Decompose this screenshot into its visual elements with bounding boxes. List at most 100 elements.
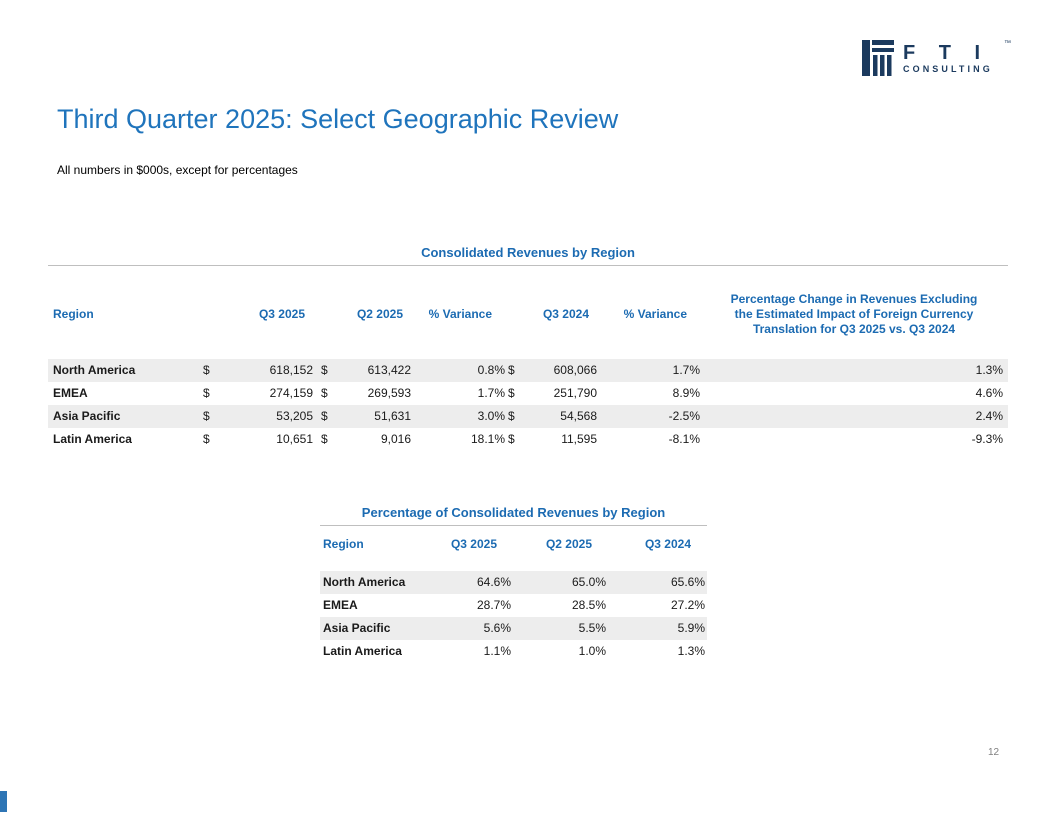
fti-logo: F T I ™ CONSULTING bbox=[862, 40, 1012, 80]
footer-accent-bar bbox=[0, 791, 7, 812]
q2-2025-cell: $51,631 bbox=[318, 405, 416, 428]
page-number: 12 bbox=[988, 747, 1000, 758]
q2-2025-cell: $269,593 bbox=[318, 382, 416, 405]
table-title: Consolidated Revenues by Region bbox=[48, 243, 1008, 266]
table-row: Asia Pacific 5.6% 5.5% 5.9% bbox=[320, 617, 707, 640]
q2-2025-cell: $9,016 bbox=[318, 428, 416, 451]
column-header-q2-2025: Q2 2025 bbox=[356, 306, 403, 321]
percentage-revenues-table: Percentage of Consolidated Revenues by R… bbox=[320, 503, 707, 663]
value: 54,568 bbox=[560, 409, 597, 423]
region-cell: Latin America bbox=[323, 644, 402, 658]
q3-2024-cell: 5.9% bbox=[677, 621, 705, 635]
column-header-q3-2025: Q3 2025 bbox=[258, 306, 305, 321]
variance-q2-cell: 0.8% bbox=[477, 363, 505, 377]
fti-letters: F T I bbox=[903, 42, 990, 64]
q3-2025-cell: $53,205 bbox=[200, 405, 318, 428]
table-row: Latin America $10,651 $9,016 18.1% $11,5… bbox=[48, 428, 1008, 451]
variance-q3-2024-cell: 1.7% bbox=[672, 363, 700, 377]
q3-2025-cell: $618,152 bbox=[200, 359, 318, 382]
q3-2024-cell: $608,066 bbox=[505, 359, 602, 382]
value: 10,651 bbox=[276, 432, 313, 446]
variance-q2-cell: 18.1% bbox=[470, 432, 505, 446]
table-header-row: Region Q3 2025 Q2 2025 % Variance Q3 202… bbox=[48, 282, 1008, 346]
q3-2024-cell: 65.6% bbox=[670, 575, 705, 589]
currency-symbol: $ bbox=[321, 432, 328, 446]
q2-2025-cell: 5.5% bbox=[578, 621, 606, 635]
currency-symbol: $ bbox=[321, 409, 328, 423]
q2-2025-cell: $613,422 bbox=[318, 359, 416, 382]
currency-symbol: $ bbox=[203, 432, 210, 446]
region-cell: EMEA bbox=[323, 598, 358, 612]
table-row: Latin America 1.1% 1.0% 1.3% bbox=[320, 640, 707, 663]
value: 274,159 bbox=[269, 386, 313, 400]
fx-change-cell: 2.4% bbox=[975, 409, 1003, 423]
currency-symbol: $ bbox=[203, 386, 210, 400]
value: 9,016 bbox=[380, 432, 411, 446]
column-header-variance-q3-2024: % Variance bbox=[623, 306, 687, 321]
column-header-fx-change: Percentage Change in Revenues Excluding … bbox=[730, 291, 978, 336]
q3-2024-cell: $54,568 bbox=[505, 405, 602, 428]
fti-columns-icon bbox=[862, 40, 894, 76]
q2-2025-cell: 28.5% bbox=[571, 598, 606, 612]
table-row: North America $618,152 $613,422 0.8% $60… bbox=[48, 359, 1008, 382]
table-row: Asia Pacific $53,205 $51,631 3.0% $54,56… bbox=[48, 405, 1008, 428]
variance-q3-2024-cell: -8.1% bbox=[668, 432, 700, 446]
value: 251,790 bbox=[553, 386, 597, 400]
column-header-region: Region bbox=[53, 306, 94, 321]
currency-symbol: $ bbox=[508, 409, 515, 423]
table-title: Percentage of Consolidated Revenues by R… bbox=[320, 503, 707, 526]
currency-symbol: $ bbox=[203, 363, 210, 377]
fx-change-cell: 1.3% bbox=[975, 363, 1003, 377]
q3-2025-cell: $10,651 bbox=[200, 428, 318, 451]
region-cell: North America bbox=[323, 575, 406, 589]
column-header-q3-2024: Q3 2024 bbox=[644, 537, 691, 551]
q3-2024-cell: $251,790 bbox=[505, 382, 602, 405]
slide-subtitle: All numbers in $000s, except for percent… bbox=[57, 163, 298, 177]
currency-symbol: $ bbox=[321, 386, 328, 400]
consolidated-revenues-table: Consolidated Revenues by Region Region Q… bbox=[48, 243, 1008, 451]
q3-2024-cell: $11,595 bbox=[505, 428, 602, 451]
currency-symbol: $ bbox=[321, 363, 328, 377]
currency-symbol: $ bbox=[508, 386, 515, 400]
value: 608,066 bbox=[553, 363, 597, 377]
value: 11,595 bbox=[561, 432, 597, 446]
column-header-variance-q2: % Variance bbox=[428, 306, 492, 321]
column-header-q2-2025: Q2 2025 bbox=[545, 537, 592, 551]
q2-2025-cell: 1.0% bbox=[578, 644, 606, 658]
column-header-q3-2025: Q3 2025 bbox=[450, 537, 497, 551]
q3-2025-cell: $274,159 bbox=[200, 382, 318, 405]
fti-logo-text: F T I ™ CONSULTING bbox=[903, 40, 1011, 75]
table-body: North America 64.6% 65.0% 65.6% EMEA 28.… bbox=[320, 571, 707, 663]
fx-change-cell: 4.6% bbox=[975, 386, 1003, 400]
value: 51,631 bbox=[374, 409, 411, 423]
column-header-q3-2024: Q3 2024 bbox=[542, 306, 589, 321]
region-cell: Asia Pacific bbox=[323, 621, 391, 635]
currency-symbol: $ bbox=[508, 363, 515, 377]
column-header-region: Region bbox=[323, 537, 364, 551]
table-body: North America $618,152 $613,422 0.8% $60… bbox=[48, 359, 1008, 451]
region-cell: EMEA bbox=[53, 386, 88, 400]
currency-symbol: $ bbox=[508, 432, 515, 446]
region-cell: North America bbox=[53, 363, 136, 377]
q3-2025-cell: 1.1% bbox=[483, 644, 511, 658]
table-row: EMEA 28.7% 28.5% 27.2% bbox=[320, 594, 707, 617]
value: 269,593 bbox=[367, 386, 411, 400]
fx-change-cell: -9.3% bbox=[971, 432, 1003, 446]
region-cell: Asia Pacific bbox=[53, 409, 121, 423]
fti-consulting-text: CONSULTING bbox=[903, 64, 993, 74]
q3-2025-cell: 28.7% bbox=[476, 598, 511, 612]
variance-q2-cell: 3.0% bbox=[477, 409, 505, 423]
table-row: EMEA $274,159 $269,593 1.7% $251,790 8.9… bbox=[48, 382, 1008, 405]
q3-2024-cell: 27.2% bbox=[670, 598, 705, 612]
table-row: North America 64.6% 65.0% 65.6% bbox=[320, 571, 707, 594]
value: 618,152 bbox=[269, 363, 313, 377]
q3-2024-cell: 1.3% bbox=[677, 644, 705, 658]
q2-2025-cell: 65.0% bbox=[571, 575, 606, 589]
q3-2025-cell: 5.6% bbox=[483, 621, 511, 635]
variance-q3-2024-cell: 8.9% bbox=[672, 386, 700, 400]
table-header-row: Region Q3 2025 Q2 2025 Q3 2024 bbox=[320, 531, 707, 557]
q3-2025-cell: 64.6% bbox=[476, 575, 511, 589]
region-cell: Latin America bbox=[53, 432, 132, 446]
trademark-symbol: ™ bbox=[1004, 40, 1011, 47]
